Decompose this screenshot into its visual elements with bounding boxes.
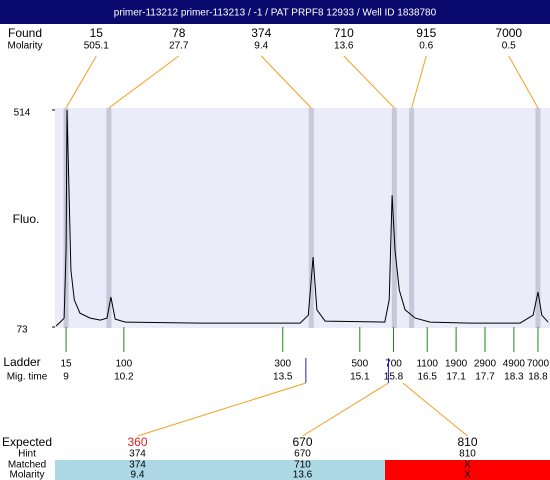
found-size: 915 bbox=[416, 26, 436, 40]
peak-band bbox=[106, 108, 112, 328]
y-tick-label: 73 bbox=[16, 325, 28, 336]
matched-molarity: 9.4 bbox=[131, 470, 145, 480]
ladder-size: 1100 bbox=[416, 359, 438, 370]
matched-molarity: X bbox=[464, 470, 471, 480]
match-cell bbox=[385, 460, 550, 480]
ladder-time: 17.7 bbox=[475, 372, 495, 383]
ladder-time: 13.5 bbox=[273, 372, 293, 383]
found-size: 78 bbox=[172, 26, 186, 40]
peak-connector bbox=[508, 55, 539, 109]
matched: 710 bbox=[294, 460, 311, 471]
found-size: 15 bbox=[90, 26, 104, 40]
found-molarity: 0.5 bbox=[502, 41, 516, 52]
row-label: Matched bbox=[8, 460, 46, 471]
matched-molarity: 13.6 bbox=[293, 470, 313, 480]
ladder-time: 18.8 bbox=[528, 372, 548, 383]
found-molarity: 9.4 bbox=[254, 41, 268, 52]
ladder-size: 2900 bbox=[474, 359, 497, 370]
peak-band bbox=[535, 108, 541, 328]
match-cell bbox=[220, 460, 385, 480]
found-size: 7000 bbox=[495, 26, 522, 40]
ladder-size: 4900 bbox=[503, 359, 526, 370]
matched: 374 bbox=[129, 460, 146, 471]
ladder-time: 16.5 bbox=[417, 372, 437, 383]
row-label: Molarity bbox=[9, 470, 44, 480]
ladder-time: 18.3 bbox=[504, 372, 524, 383]
y-axis-label: Fluo. bbox=[13, 212, 40, 226]
header: primer-113212 primer-113213 / -1 / PAT P… bbox=[114, 8, 437, 19]
hint: 374 bbox=[129, 449, 146, 460]
y-tick-label: 514 bbox=[14, 108, 31, 119]
peak-band bbox=[409, 108, 415, 328]
match-cell bbox=[55, 460, 220, 480]
found-label: Found bbox=[8, 26, 42, 40]
hint: 670 bbox=[294, 449, 311, 460]
found-molarity: 27.7 bbox=[169, 41, 189, 52]
ladder-time: 9 bbox=[63, 372, 69, 383]
ladder-time: 10.2 bbox=[114, 372, 134, 383]
ladder-time: 15.8 bbox=[384, 372, 404, 383]
expected-connector bbox=[302, 382, 389, 437]
peak-connector bbox=[260, 55, 312, 109]
ladder-size: 1900 bbox=[445, 359, 468, 370]
peak-band bbox=[308, 108, 314, 328]
matched: X bbox=[464, 460, 471, 471]
ladder-time: 15.1 bbox=[350, 372, 370, 383]
found-size: 374 bbox=[251, 26, 271, 40]
found-molarity: 13.6 bbox=[334, 41, 354, 52]
row-label: Expected bbox=[2, 435, 52, 449]
peak-connector bbox=[411, 55, 427, 109]
expected-connector bbox=[137, 382, 307, 437]
ladder-time: 17.1 bbox=[446, 372, 466, 383]
migtime-label: Mig. time bbox=[7, 372, 48, 383]
found-molarity: 0.6 bbox=[419, 41, 433, 52]
found-size: 710 bbox=[334, 26, 354, 40]
peak-connector bbox=[108, 55, 180, 109]
molarity-label: Molarity bbox=[7, 41, 42, 52]
ladder-size: 500 bbox=[351, 359, 368, 370]
ladder-size: 15 bbox=[61, 359, 73, 370]
header-bar bbox=[0, 0, 550, 24]
peak-connector bbox=[65, 55, 97, 109]
ladder-size: 7000 bbox=[527, 359, 550, 370]
ladder-size: 700 bbox=[385, 359, 402, 370]
expected-size: 810 bbox=[457, 435, 477, 449]
trace bbox=[55, 109, 549, 327]
peak-band bbox=[391, 108, 397, 328]
expected-connector bbox=[402, 382, 468, 437]
plot-area bbox=[55, 108, 550, 328]
ladder-label: Ladder bbox=[3, 355, 40, 369]
expected-size: 360 bbox=[127, 435, 147, 449]
expected-size: 670 bbox=[292, 435, 312, 449]
row-label: Hint bbox=[18, 449, 36, 460]
peak-connector bbox=[343, 55, 395, 109]
found-molarity: 505.1 bbox=[84, 41, 109, 52]
hint: 810 bbox=[459, 449, 476, 460]
ladder-size: 300 bbox=[274, 359, 291, 370]
ladder-size: 100 bbox=[116, 359, 133, 370]
